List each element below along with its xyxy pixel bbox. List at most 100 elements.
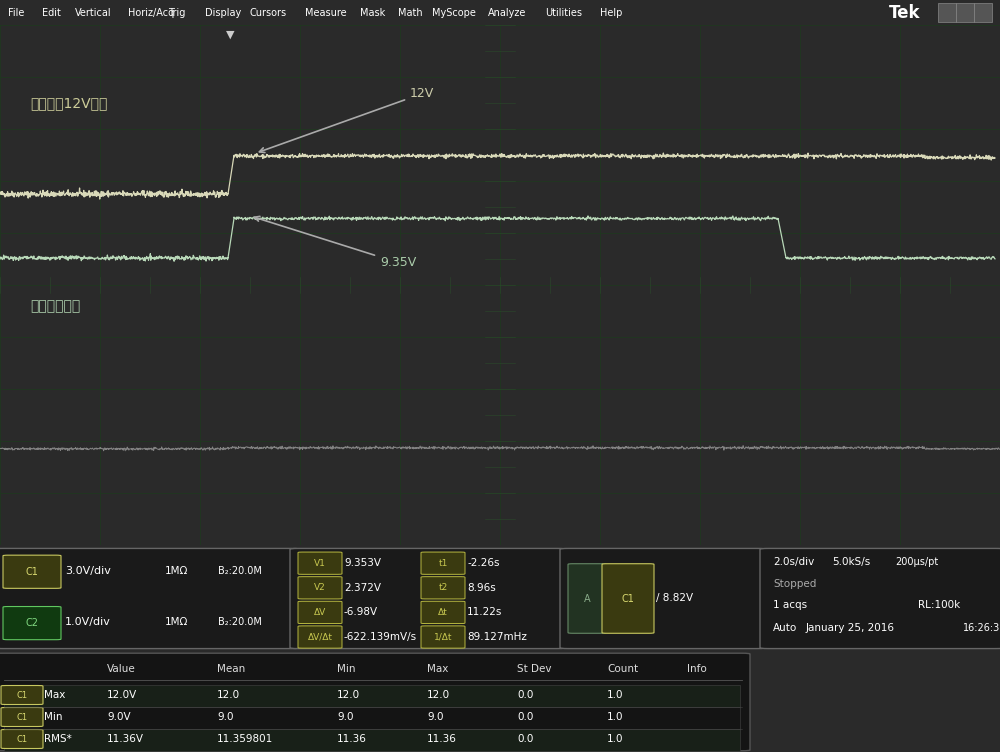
Text: MyScope: MyScope <box>432 8 476 17</box>
Text: 11.359801: 11.359801 <box>217 734 273 744</box>
Text: Horiz/Acq: Horiz/Acq <box>128 8 174 17</box>
Text: Display: Display <box>205 8 241 17</box>
Text: Analyze: Analyze <box>488 8 526 17</box>
Text: 主板开机信号: 主板开机信号 <box>30 299 80 313</box>
FancyBboxPatch shape <box>560 548 766 648</box>
Text: Max: Max <box>427 664 448 674</box>
Text: 12.0: 12.0 <box>217 690 240 700</box>
Text: 89.127mHz: 89.127mHz <box>467 632 527 642</box>
Text: C1: C1 <box>26 567 38 577</box>
Text: 0.0: 0.0 <box>517 734 533 744</box>
Text: 1.0: 1.0 <box>607 712 624 722</box>
FancyBboxPatch shape <box>1 729 43 748</box>
Text: Help: Help <box>600 8 622 17</box>
Text: t2: t2 <box>438 584 448 593</box>
Text: 8.96s: 8.96s <box>467 583 496 593</box>
Text: 1MΩ: 1MΩ <box>165 617 188 627</box>
Text: 12.0: 12.0 <box>337 690 360 700</box>
Text: ΔV/Δt: ΔV/Δt <box>308 632 332 641</box>
Text: Info: Info <box>687 664 707 674</box>
Text: Mask: Mask <box>360 8 385 17</box>
Text: RMS*: RMS* <box>44 734 72 744</box>
Text: B₂:20.0M: B₂:20.0M <box>218 617 262 627</box>
Text: V1: V1 <box>314 559 326 568</box>
Text: 1.0: 1.0 <box>607 690 624 700</box>
Text: 主板输入12V电压: 主板输入12V电压 <box>30 96 107 110</box>
FancyBboxPatch shape <box>938 3 956 22</box>
Text: V2: V2 <box>314 584 326 593</box>
Text: ▼: ▼ <box>226 29 234 39</box>
Text: Trig: Trig <box>168 8 185 17</box>
Text: 3.0V/div: 3.0V/div <box>65 566 111 576</box>
Text: RL:100k: RL:100k <box>918 600 960 610</box>
Text: 11.22s: 11.22s <box>467 608 502 617</box>
Text: Stopped: Stopped <box>773 578 816 589</box>
FancyBboxPatch shape <box>421 577 465 599</box>
Text: C1: C1 <box>16 690 28 699</box>
FancyBboxPatch shape <box>298 602 342 623</box>
Text: Cursors: Cursors <box>250 8 287 17</box>
FancyBboxPatch shape <box>956 3 974 22</box>
Text: Vertical: Vertical <box>75 8 112 17</box>
Text: St Dev: St Dev <box>517 664 552 674</box>
FancyBboxPatch shape <box>1 708 43 726</box>
Text: Δt: Δt <box>438 608 448 617</box>
Text: -2.26s: -2.26s <box>467 558 500 569</box>
FancyBboxPatch shape <box>421 552 465 575</box>
Text: Math: Math <box>398 8 423 17</box>
FancyBboxPatch shape <box>298 577 342 599</box>
Text: 2.372V: 2.372V <box>344 583 381 593</box>
FancyBboxPatch shape <box>3 607 61 640</box>
FancyBboxPatch shape <box>974 3 992 22</box>
Text: C1: C1 <box>16 712 28 721</box>
Text: 12.0: 12.0 <box>427 690 450 700</box>
Text: 11.36: 11.36 <box>427 734 457 744</box>
FancyBboxPatch shape <box>290 548 566 648</box>
Text: 2.0s/div: 2.0s/div <box>773 557 814 567</box>
Text: C2: C2 <box>26 618 38 628</box>
Text: 11.36: 11.36 <box>337 734 367 744</box>
Text: 9.0V: 9.0V <box>107 712 131 722</box>
FancyBboxPatch shape <box>760 548 1000 648</box>
Text: 0.0: 0.0 <box>517 712 533 722</box>
Text: 5.0kS/s: 5.0kS/s <box>832 557 870 567</box>
Text: Edit: Edit <box>42 8 61 17</box>
Text: 1.0: 1.0 <box>607 734 624 744</box>
Text: Utilities: Utilities <box>545 8 582 17</box>
FancyBboxPatch shape <box>568 564 606 633</box>
Bar <box>4 707 740 729</box>
Text: Mean: Mean <box>217 664 245 674</box>
FancyBboxPatch shape <box>421 626 465 648</box>
FancyBboxPatch shape <box>0 548 300 648</box>
Text: 1MΩ: 1MΩ <box>165 566 188 576</box>
Text: Count: Count <box>607 664 638 674</box>
Text: -622.139mV/s: -622.139mV/s <box>344 632 417 642</box>
Text: ΔV: ΔV <box>314 608 326 617</box>
Text: 9.35V: 9.35V <box>254 217 416 269</box>
Text: 1.0V/div: 1.0V/div <box>65 617 111 627</box>
Text: Measure: Measure <box>305 8 347 17</box>
Text: 12.0V: 12.0V <box>107 690 137 700</box>
Text: Max: Max <box>44 690 65 700</box>
FancyBboxPatch shape <box>3 555 61 588</box>
Text: 9.0: 9.0 <box>337 712 354 722</box>
FancyBboxPatch shape <box>298 626 342 648</box>
Text: / 8.82V: / 8.82V <box>656 593 693 604</box>
FancyBboxPatch shape <box>421 602 465 623</box>
FancyBboxPatch shape <box>1 686 43 705</box>
Text: 11.36V: 11.36V <box>107 734 144 744</box>
FancyBboxPatch shape <box>602 564 654 633</box>
FancyBboxPatch shape <box>298 552 342 575</box>
Bar <box>4 729 740 751</box>
Text: 9.0: 9.0 <box>427 712 444 722</box>
Text: 12V: 12V <box>259 87 434 153</box>
Text: Auto: Auto <box>773 623 797 633</box>
Text: -6.98V: -6.98V <box>344 608 378 617</box>
Text: 1 acqs: 1 acqs <box>773 600 807 610</box>
Text: B₂:20.0M: B₂:20.0M <box>218 566 262 576</box>
Text: 9.0: 9.0 <box>217 712 234 722</box>
Text: 9.353V: 9.353V <box>344 558 381 569</box>
Text: File: File <box>8 8 24 17</box>
Text: January 25, 2016: January 25, 2016 <box>806 623 895 633</box>
Text: t1: t1 <box>438 559 448 568</box>
